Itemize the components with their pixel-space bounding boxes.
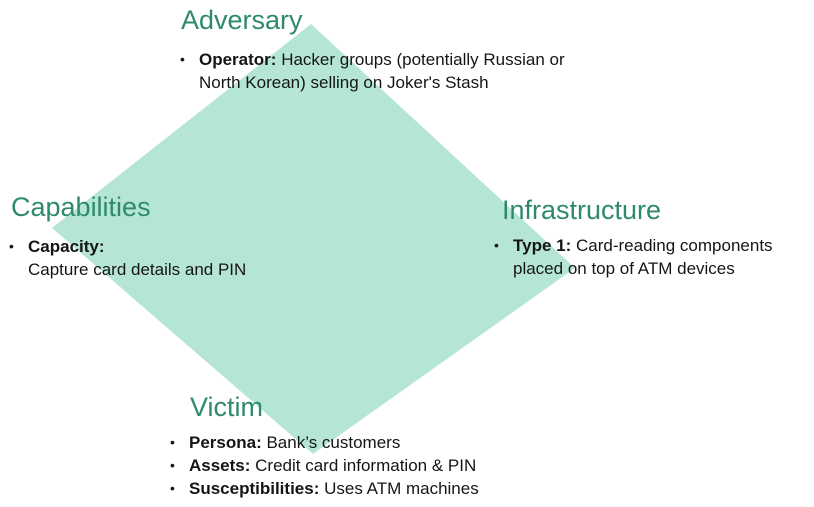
infrastructure-list: • Type 1: Card-reading components placed…	[494, 234, 773, 280]
victim-item-label: Persona:	[189, 433, 262, 452]
victim-item-text: Uses ATM machines	[319, 479, 479, 498]
victim-item-text: Bank’s customers	[261, 433, 401, 452]
capabilities-item-text-cont: Capture card details and PIN	[28, 260, 247, 279]
adversary-item-text-cont: North Korean) selling on Joker's Stash	[199, 73, 489, 92]
adversary-item-line-1: Operator: Hacker groups (potentially Rus…	[199, 48, 565, 71]
capabilities-item-line-1: Capacity:	[28, 235, 246, 258]
adversary-details: • Operator: Hacker groups (potentially R…	[180, 48, 565, 94]
victim-item-label: Assets:	[189, 456, 251, 475]
victim-item-assets: • Assets: Credit card information & PIN	[170, 454, 479, 477]
capabilities-title: Capabilities	[11, 192, 151, 222]
victim-item-persona: • Persona: Bank’s customers	[170, 431, 479, 454]
adversary-item-text: Hacker groups (potentially Russian or	[276, 50, 565, 69]
infrastructure-title: Infrastructure	[502, 195, 662, 225]
capabilities-item-label: Capacity:	[28, 237, 105, 256]
capabilities-item-capacity: • Capacity: Capture card details and PIN	[9, 235, 246, 281]
adversary-item-label: Operator:	[199, 50, 277, 69]
adversary-title: Adversary	[181, 5, 303, 35]
victim-list: • Persona: Bank’s customers • Assets: Cr…	[170, 431, 479, 500]
capabilities-list: • Capacity: Capture card details and PIN	[9, 235, 246, 281]
victim-item-label: Susceptibilities:	[189, 479, 320, 498]
victim-item-susceptibilities: • Susceptibilities: Uses ATM machines	[170, 477, 479, 500]
infrastructure-item-text: Card-reading components	[571, 236, 773, 255]
bullet-icon: •	[170, 457, 175, 473]
capabilities-details: • Capacity: Capture card details and PIN	[9, 235, 246, 281]
victim-details: • Persona: Bank’s customers • Assets: Cr…	[170, 431, 479, 500]
infrastructure-item-line-1: Type 1: Card-reading components	[513, 234, 773, 257]
bullet-icon: •	[170, 434, 175, 450]
bullet-icon: •	[170, 480, 175, 496]
bullet-icon: •	[180, 51, 185, 67]
infrastructure-item-text-cont: placed on top of ATM devices	[513, 259, 735, 278]
infrastructure-details: • Type 1: Card-reading components placed…	[494, 234, 773, 280]
infrastructure-item-label: Type 1:	[513, 236, 572, 255]
diamond-fill	[52, 24, 575, 454]
infrastructure-item-type-1: • Type 1: Card-reading components placed…	[494, 234, 773, 280]
bullet-icon: •	[494, 237, 499, 253]
victim-title: Victim	[190, 392, 264, 422]
victim-item-text: Credit card information & PIN	[250, 456, 477, 475]
bullet-icon: •	[9, 238, 14, 254]
adversary-list: • Operator: Hacker groups (potentially R…	[180, 48, 565, 94]
adversary-item-operator: • Operator: Hacker groups (potentially R…	[180, 48, 565, 94]
